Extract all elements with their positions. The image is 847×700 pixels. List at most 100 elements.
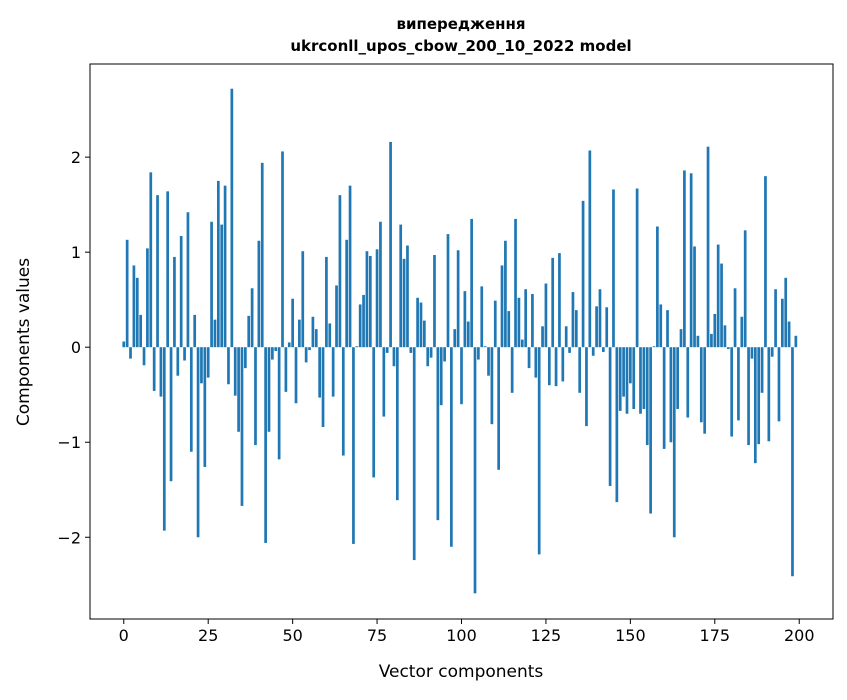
bar-81 xyxy=(395,347,399,501)
bar-0 xyxy=(122,341,126,348)
bar-112 xyxy=(500,265,504,348)
bar-157 xyxy=(652,346,656,348)
bar-107 xyxy=(483,346,487,348)
bar-12 xyxy=(162,347,166,531)
bar-96 xyxy=(446,234,450,348)
bar-22 xyxy=(196,347,200,538)
bar-52 xyxy=(298,319,301,348)
bar-13 xyxy=(166,191,170,348)
bar-73 xyxy=(368,255,372,348)
bar-138 xyxy=(588,150,592,348)
bar-174 xyxy=(710,333,713,348)
bar-78 xyxy=(385,347,389,353)
bar-59 xyxy=(321,347,325,428)
bar-75 xyxy=(375,249,379,348)
bar-137 xyxy=(585,347,588,427)
bar-2 xyxy=(129,347,132,359)
bar-140 xyxy=(595,306,598,348)
bar-44 xyxy=(271,347,274,360)
bar-61 xyxy=(328,323,332,348)
bar-62 xyxy=(331,347,335,397)
bar-162 xyxy=(669,347,673,443)
bar-198 xyxy=(791,347,794,577)
bar-92 xyxy=(433,255,436,348)
bar-158 xyxy=(656,226,659,348)
bar-36 xyxy=(244,347,247,369)
bar-85 xyxy=(409,347,413,353)
bar-141 xyxy=(598,289,602,348)
bar-98 xyxy=(453,329,457,348)
bar-72 xyxy=(365,251,369,348)
chart-title-line-1: випередження xyxy=(396,15,525,33)
bar-114 xyxy=(507,311,511,348)
bar-103 xyxy=(470,218,473,348)
bar-16 xyxy=(176,347,180,376)
bar-146 xyxy=(615,347,619,503)
bar-149 xyxy=(625,347,629,414)
bar-129 xyxy=(558,253,561,348)
bar-53 xyxy=(301,251,305,348)
bar-9 xyxy=(152,347,156,391)
bar-144 xyxy=(608,347,612,486)
bar-127 xyxy=(551,257,555,348)
bar-6 xyxy=(142,347,146,366)
bar-122 xyxy=(534,347,538,378)
bar-155 xyxy=(645,347,649,446)
bar-195 xyxy=(780,298,784,348)
bar-26 xyxy=(210,221,213,348)
bar-150 xyxy=(629,347,632,384)
bar-170 xyxy=(696,335,700,348)
bar-51 xyxy=(294,347,298,404)
bar-25 xyxy=(206,347,210,378)
bar-90 xyxy=(426,347,430,367)
bar-139 xyxy=(591,347,595,356)
y-axis: −2 −1 0 1 2 xyxy=(57,148,90,547)
bar-156 xyxy=(649,347,652,514)
bar-56 xyxy=(311,316,315,348)
bar-93 xyxy=(436,347,440,521)
bar-185 xyxy=(747,347,750,446)
bar-35 xyxy=(240,347,244,506)
bar-77 xyxy=(382,347,386,417)
bar-94 xyxy=(439,347,443,406)
x-tick-label: 75 xyxy=(367,626,387,645)
bar-17 xyxy=(179,236,183,348)
bar-175 xyxy=(713,313,717,348)
bar-106 xyxy=(480,286,484,348)
bar-70 xyxy=(358,304,362,348)
bar-86 xyxy=(412,347,416,561)
bar-115 xyxy=(510,347,514,393)
bar-7 xyxy=(146,248,149,348)
bar-38 xyxy=(250,288,254,348)
bar-71 xyxy=(362,294,365,348)
bar-193 xyxy=(774,289,777,348)
x-tick-label: 100 xyxy=(446,626,477,645)
bar-39 xyxy=(254,347,257,446)
bar-21 xyxy=(193,314,197,348)
bar-190 xyxy=(764,176,767,348)
y-tick-label: −1 xyxy=(57,433,81,452)
bar-84 xyxy=(406,245,409,348)
x-axis-label: Vector components xyxy=(379,662,544,682)
bar-181 xyxy=(733,288,737,348)
bar-83 xyxy=(402,258,406,348)
bar-110 xyxy=(493,300,497,348)
bar-147 xyxy=(618,347,622,411)
bar-29 xyxy=(220,224,224,348)
bar-166 xyxy=(683,170,686,348)
bar-65 xyxy=(341,347,345,456)
bar-43 xyxy=(267,347,271,432)
x-axis: 0 25 50 75 100 125 150 175 200 xyxy=(119,619,815,645)
bar-133 xyxy=(571,292,575,348)
bar-179 xyxy=(726,347,730,350)
bar-4 xyxy=(135,277,139,348)
bar-3 xyxy=(132,265,136,348)
x-tick-label: 0 xyxy=(119,626,129,645)
bar-18 xyxy=(183,347,186,361)
bar-91 xyxy=(429,347,433,358)
bar-23 xyxy=(200,347,203,384)
bar-135 xyxy=(578,347,582,393)
y-axis-label: Components values xyxy=(14,258,34,426)
bar-40 xyxy=(257,240,261,348)
bar-60 xyxy=(325,256,328,348)
